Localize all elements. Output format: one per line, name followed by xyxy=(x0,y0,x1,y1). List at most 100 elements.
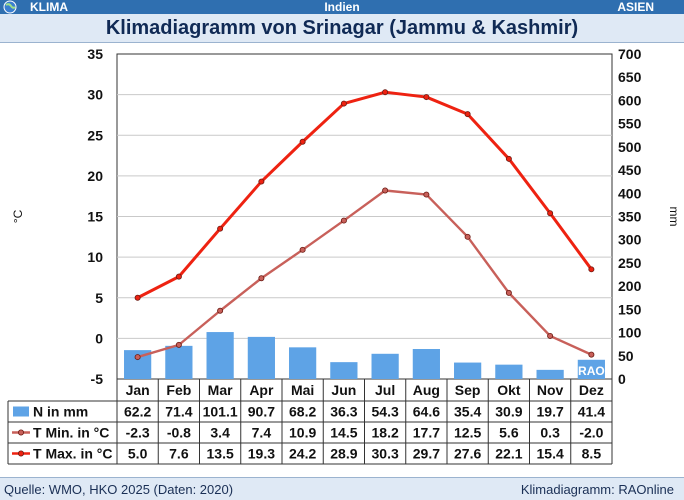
table-value: 19.3 xyxy=(248,446,275,462)
y-right-tick-label: 200 xyxy=(618,278,642,294)
source-text: Quelle: WMO, HKO 2025 (Daten: 2020) xyxy=(4,482,234,497)
tmax-point xyxy=(547,210,554,217)
tmin-line xyxy=(137,189,592,359)
precipitation-bar xyxy=(412,349,440,379)
tmin-point xyxy=(464,233,471,240)
precipitation-bar xyxy=(165,345,193,379)
tmax-point xyxy=(340,100,347,107)
tmax-point xyxy=(299,138,306,145)
month-label: Mai xyxy=(291,382,314,398)
table-value: 41.4 xyxy=(578,404,605,420)
table-value: 13.5 xyxy=(207,446,234,462)
table-value: 29.7 xyxy=(413,446,440,462)
tmax-point xyxy=(423,94,430,101)
table-value: -2.3 xyxy=(126,425,150,441)
tmax-point xyxy=(464,111,471,118)
table-value: 17.7 xyxy=(413,425,440,441)
climate-chart: -505101520253035050100150200250300350400… xyxy=(7,46,681,465)
category-label[interactable]: KLIMA xyxy=(30,0,68,14)
y-right-tick-label: 250 xyxy=(618,255,642,271)
table-value: 71.4 xyxy=(165,404,192,420)
table-value: 5.0 xyxy=(128,446,148,462)
table-value: 7.4 xyxy=(252,425,272,441)
table-value: 30.9 xyxy=(495,404,522,420)
table-value: 28.9 xyxy=(330,446,357,462)
table-value: 18.2 xyxy=(372,425,399,441)
table-value: 24.2 xyxy=(289,446,316,462)
table-value: 14.5 xyxy=(330,425,357,441)
y-left-tick-label: 5 xyxy=(95,290,103,306)
table-value: 54.3 xyxy=(372,404,399,420)
precipitation-bar xyxy=(247,336,275,379)
y-left-tick-label: 15 xyxy=(87,209,103,225)
legend-label: T Max. in °C xyxy=(33,446,113,462)
table-value: 12.5 xyxy=(454,425,481,441)
table-value: 27.6 xyxy=(454,446,481,462)
tmin-point xyxy=(423,191,430,198)
y-right-tick-label: 700 xyxy=(618,46,642,62)
month-label: Dez xyxy=(579,382,604,398)
y-right-tick-label: 350 xyxy=(618,209,642,225)
y-right-tick-label: 300 xyxy=(618,232,642,248)
y-left-tick-label: 10 xyxy=(87,249,103,265)
y-left-tick-label: 35 xyxy=(87,46,103,62)
precipitation-bar xyxy=(330,362,358,379)
month-label: Nov xyxy=(537,382,564,398)
y-right-axis-label: mm xyxy=(667,207,681,227)
month-label: Sep xyxy=(455,382,481,398)
table-value: 90.7 xyxy=(248,404,275,420)
tmin-point xyxy=(340,217,347,224)
tmin-point xyxy=(547,332,554,339)
y-right-tick-label: 50 xyxy=(618,348,634,364)
precipitation-bar xyxy=(495,364,523,379)
tmax-point xyxy=(382,89,389,96)
y-right-tick-label: 650 xyxy=(618,69,642,85)
tmax-point xyxy=(217,225,224,232)
legend-label: N in mm xyxy=(33,404,88,420)
y-right-tick-label: 500 xyxy=(618,139,642,155)
table-value: 68.2 xyxy=(289,404,316,420)
precipitation-bar xyxy=(371,353,399,379)
y-left-tick-label: 30 xyxy=(87,87,103,103)
tmin-point xyxy=(217,307,224,314)
table-value: 64.6 xyxy=(413,404,440,420)
table-value: 3.4 xyxy=(210,425,230,441)
legend-swatch-point xyxy=(17,450,24,457)
month-label: Jul xyxy=(375,382,395,398)
y-left-tick-label: 25 xyxy=(87,127,103,143)
tmin-point xyxy=(588,351,595,358)
y-right-tick-label: 600 xyxy=(618,92,642,108)
month-label: Mar xyxy=(208,382,233,398)
page-title: Klimadiagramm von Srinagar (Jammu & Kash… xyxy=(105,17,579,39)
category-bar: KLIMA Indien ASIEN xyxy=(0,0,684,14)
tmin-point xyxy=(299,246,306,253)
footer-bar: Quelle: WMO, HKO 2025 (Daten: 2020) Klim… xyxy=(0,477,684,500)
table-value: 19.7 xyxy=(537,404,564,420)
country-label[interactable]: Indien xyxy=(324,0,360,14)
tmin-point xyxy=(258,275,265,282)
continent-label[interactable]: ASIEN xyxy=(617,0,654,14)
y-left-tick-label: 0 xyxy=(95,330,103,346)
y-right-tick-label: 550 xyxy=(618,116,642,132)
table-value: 62.2 xyxy=(124,404,151,420)
tmin-point xyxy=(134,354,141,361)
tmax-point xyxy=(175,273,182,280)
watermark-text: RAO xyxy=(578,364,605,378)
month-label: Aug xyxy=(413,382,440,398)
month-label: Feb xyxy=(166,382,191,398)
y-left-tick-label: 20 xyxy=(87,168,103,184)
y-right-tick-label: 150 xyxy=(618,301,642,317)
y-right-tick-label: 400 xyxy=(618,185,642,201)
table-value: 7.6 xyxy=(169,446,189,462)
tmax-point xyxy=(258,178,265,185)
table-value: -2.0 xyxy=(579,425,603,441)
precipitation-bar xyxy=(577,359,605,379)
table-value: 0.3 xyxy=(540,425,560,441)
y-left-tick-label: -5 xyxy=(91,371,104,387)
y-right-tick-label: 0 xyxy=(618,371,626,387)
y-right-tick-label: 100 xyxy=(618,325,642,341)
credit-text: Klimadiagramm: RAOnline xyxy=(520,482,674,497)
table-value: 35.4 xyxy=(454,404,481,420)
table-value: 22.1 xyxy=(495,446,522,462)
